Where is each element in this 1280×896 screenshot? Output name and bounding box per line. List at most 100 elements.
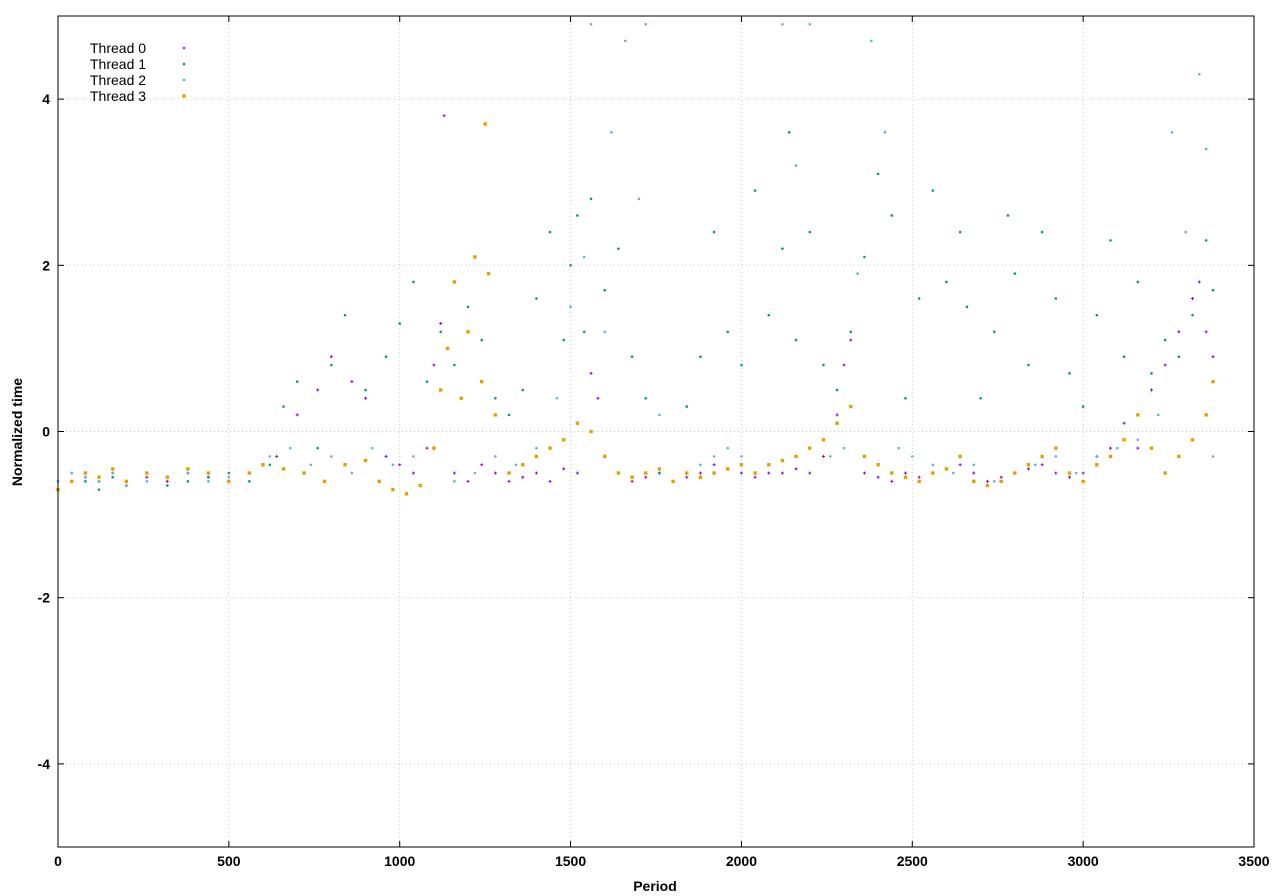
data-point xyxy=(442,114,446,118)
data-point xyxy=(630,475,634,479)
data-point xyxy=(623,39,627,43)
data-point xyxy=(535,446,538,450)
data-point xyxy=(917,475,921,479)
data-point xyxy=(862,454,867,459)
data-point xyxy=(1108,454,1113,459)
x-axis-title: Period xyxy=(633,878,677,894)
data-point xyxy=(165,479,169,483)
data-point xyxy=(1067,475,1071,479)
data-point xyxy=(486,271,491,276)
data-point xyxy=(1026,467,1030,471)
data-point xyxy=(1170,131,1174,134)
data-point xyxy=(944,467,949,471)
data-point xyxy=(582,255,586,259)
data-point xyxy=(904,396,907,400)
data-point xyxy=(227,471,231,475)
data-point xyxy=(466,305,470,309)
x-tick-label: 500 xyxy=(217,853,241,869)
data-point xyxy=(330,455,333,458)
data-point xyxy=(1122,421,1126,425)
data-point xyxy=(535,297,538,300)
data-point xyxy=(658,413,661,417)
data-point xyxy=(1040,463,1044,467)
data-point xyxy=(275,454,279,458)
data-point xyxy=(985,483,990,488)
data-point xyxy=(418,483,422,488)
data-point xyxy=(125,484,128,487)
data-point xyxy=(268,455,272,458)
data-point xyxy=(576,214,579,217)
data-point xyxy=(1136,438,1140,442)
data-point xyxy=(398,322,402,325)
data-point xyxy=(1136,413,1140,417)
data-point xyxy=(1136,446,1140,450)
data-point xyxy=(343,463,347,467)
x-tick-label: 1000 xyxy=(384,853,415,869)
data-point xyxy=(603,288,607,292)
data-point xyxy=(685,475,689,479)
data-point xyxy=(644,471,648,475)
data-point xyxy=(726,467,730,471)
data-point xyxy=(589,197,593,201)
data-point xyxy=(794,338,798,342)
data-point xyxy=(459,396,463,400)
y-tick-label: -2 xyxy=(38,590,51,606)
data-point xyxy=(726,330,730,334)
data-point xyxy=(480,463,484,467)
data-point xyxy=(958,230,962,234)
data-point xyxy=(808,23,812,26)
x-tick-label: 2000 xyxy=(726,853,757,869)
data-point xyxy=(350,380,354,384)
data-point xyxy=(589,23,593,26)
data-point xyxy=(992,330,996,334)
data-point xyxy=(972,463,976,467)
data-point xyxy=(466,330,470,334)
data-point xyxy=(1198,72,1201,76)
x-tick-label: 0 xyxy=(54,853,62,869)
data-point xyxy=(869,39,873,43)
data-point xyxy=(985,479,989,483)
data-point xyxy=(897,446,900,450)
data-point xyxy=(931,471,935,475)
data-point xyxy=(1184,230,1187,234)
data-point xyxy=(97,475,101,479)
data-point xyxy=(330,363,333,367)
data-point xyxy=(364,388,367,392)
y-tick-label: 4 xyxy=(42,91,50,107)
data-point xyxy=(603,330,607,334)
data-point xyxy=(890,471,894,475)
data-point xyxy=(384,454,388,458)
data-point xyxy=(603,454,607,459)
data-point xyxy=(828,455,832,458)
data-point xyxy=(671,479,675,484)
data-point xyxy=(808,446,812,450)
data-point xyxy=(1006,214,1010,217)
data-point xyxy=(931,463,935,467)
data-point xyxy=(425,446,429,450)
data-point xyxy=(452,471,456,475)
data-point xyxy=(794,454,798,459)
data-point xyxy=(364,396,368,400)
data-point xyxy=(83,471,88,475)
data-point xyxy=(1177,330,1181,334)
data-point xyxy=(1177,355,1181,359)
data-point xyxy=(644,475,648,479)
data-point xyxy=(439,330,443,334)
data-point xyxy=(1054,297,1058,300)
data-point xyxy=(821,454,825,458)
data-point xyxy=(521,388,525,392)
data-point xyxy=(466,479,470,483)
data-point xyxy=(698,475,703,479)
data-point xyxy=(84,480,87,483)
data-point xyxy=(644,396,648,400)
data-point xyxy=(575,421,580,425)
data-point xyxy=(97,480,101,483)
data-point xyxy=(473,471,477,475)
y-tick-label: 2 xyxy=(42,257,50,273)
data-point xyxy=(876,475,880,479)
data-point xyxy=(281,467,286,471)
data-point xyxy=(1081,405,1085,408)
legend-label: Thread 1 xyxy=(90,56,146,72)
data-point xyxy=(483,122,487,126)
